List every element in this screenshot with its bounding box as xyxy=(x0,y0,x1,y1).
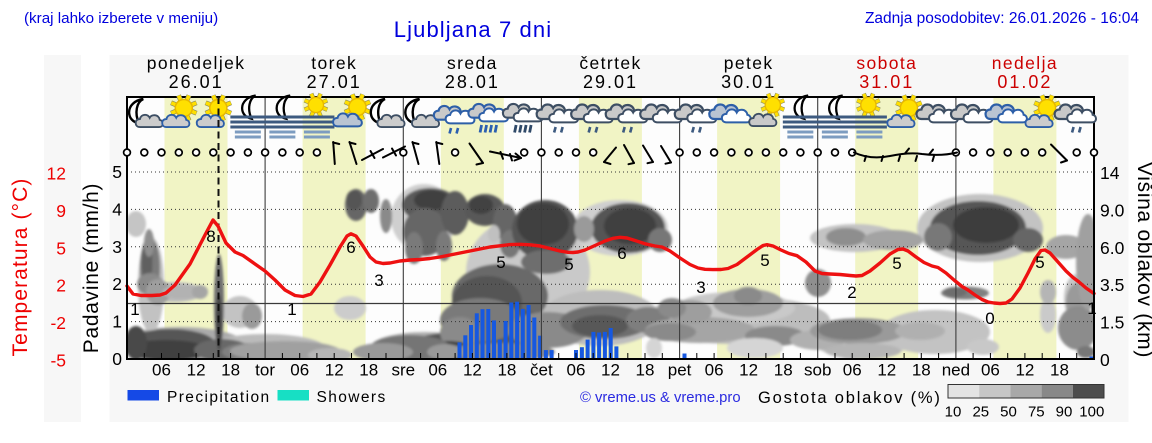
svg-text:5: 5 xyxy=(892,254,901,273)
svg-text:Zadnja posodobitev: 26.01.2026: Zadnja posodobitev: 26.01.2026 - 16:04 xyxy=(865,10,1139,27)
svg-text:1: 1 xyxy=(112,312,122,332)
svg-text:31.01: 31.01 xyxy=(859,72,914,92)
svg-text:18: 18 xyxy=(497,361,516,380)
svg-text:4: 4 xyxy=(112,199,122,219)
svg-text:0: 0 xyxy=(985,309,994,328)
svg-text:14: 14 xyxy=(1100,163,1120,183)
svg-text:5: 5 xyxy=(760,251,769,270)
svg-text:06: 06 xyxy=(428,361,447,380)
svg-text:6.0: 6.0 xyxy=(1100,238,1125,258)
svg-text:29.01: 29.01 xyxy=(583,72,638,92)
svg-text:ponedeljek: ponedeljek xyxy=(147,53,246,73)
svg-text:26.01: 26.01 xyxy=(169,72,224,92)
svg-text:25: 25 xyxy=(972,404,989,421)
svg-text:18: 18 xyxy=(359,361,378,380)
svg-text:Gostota oblakov (%): Gostota oblakov (%) xyxy=(758,389,942,407)
svg-text:5: 5 xyxy=(564,255,573,274)
svg-text:06: 06 xyxy=(152,361,171,380)
svg-text:1: 1 xyxy=(287,300,296,319)
svg-text:8: 8 xyxy=(206,227,215,246)
svg-text:12: 12 xyxy=(601,361,620,380)
svg-text:12: 12 xyxy=(877,361,896,380)
svg-text:sob: sob xyxy=(804,361,831,380)
svg-text:© vreme.us & vreme.pro: © vreme.us & vreme.pro xyxy=(580,390,741,406)
svg-text:12: 12 xyxy=(739,361,758,380)
svg-text:3: 3 xyxy=(112,237,122,257)
svg-text:10: 10 xyxy=(945,404,962,421)
svg-text:06: 06 xyxy=(567,361,586,380)
svg-text:6: 6 xyxy=(617,244,626,263)
svg-text:2: 2 xyxy=(112,274,122,294)
svg-text:1: 1 xyxy=(1087,299,1096,318)
svg-text:četrtek: četrtek xyxy=(579,53,641,73)
svg-text:0: 0 xyxy=(112,349,122,369)
svg-text:2: 2 xyxy=(847,283,856,302)
svg-text:Precipitation: Precipitation xyxy=(167,389,271,406)
svg-text:(kraj lahko izberete v meniju): (kraj lahko izberete v meniju) xyxy=(24,10,218,27)
svg-text:12: 12 xyxy=(1015,361,1034,380)
svg-text:3.5: 3.5 xyxy=(1100,275,1124,295)
svg-text:27.01: 27.01 xyxy=(307,72,362,92)
svg-text:01.02: 01.02 xyxy=(997,72,1052,92)
svg-text:18: 18 xyxy=(774,361,793,380)
svg-text:Višina oblakov (km): Višina oblakov (km) xyxy=(1133,162,1152,358)
svg-text:06: 06 xyxy=(705,361,724,380)
svg-text:28.01: 28.01 xyxy=(445,72,500,92)
svg-text:12: 12 xyxy=(325,361,344,380)
svg-text:5: 5 xyxy=(56,238,66,258)
svg-text:Padavine (mm/h): Padavine (mm/h) xyxy=(80,183,103,353)
svg-text:Ljubljana 7 dni: Ljubljana 7 dni xyxy=(394,17,552,42)
svg-text:6: 6 xyxy=(346,238,355,257)
svg-text:90: 90 xyxy=(1056,404,1073,421)
svg-text:petek: petek xyxy=(724,53,774,73)
svg-text:1: 1 xyxy=(130,300,139,319)
svg-text:torek: torek xyxy=(311,53,357,73)
svg-text:9: 9 xyxy=(56,201,66,221)
svg-text:sobota: sobota xyxy=(856,53,917,73)
svg-text:sre: sre xyxy=(391,361,415,380)
svg-text:18: 18 xyxy=(1050,361,1069,380)
svg-text:5: 5 xyxy=(496,253,505,272)
svg-text:100: 100 xyxy=(1079,404,1104,421)
svg-text:tor: tor xyxy=(255,361,275,380)
svg-text:sreda: sreda xyxy=(447,53,498,73)
svg-text:75: 75 xyxy=(1028,404,1045,421)
svg-text:0: 0 xyxy=(1100,350,1110,370)
svg-text:50: 50 xyxy=(1000,404,1017,421)
svg-text:Temperatura (°C): Temperatura (°C) xyxy=(9,178,32,357)
svg-text:5: 5 xyxy=(1035,253,1044,272)
svg-text:06: 06 xyxy=(843,361,862,380)
svg-text:3: 3 xyxy=(374,271,383,290)
svg-text:12: 12 xyxy=(187,361,206,380)
svg-text:pet: pet xyxy=(668,361,692,380)
svg-text:18: 18 xyxy=(636,361,655,380)
svg-text:18: 18 xyxy=(221,361,240,380)
svg-text:ned: ned xyxy=(942,361,970,380)
svg-text:1.5: 1.5 xyxy=(1100,313,1124,333)
svg-text:30.01: 30.01 xyxy=(721,72,776,92)
svg-text:12: 12 xyxy=(463,361,482,380)
svg-text:9.0: 9.0 xyxy=(1100,200,1125,220)
svg-text:čet: čet xyxy=(530,361,553,380)
svg-text:2: 2 xyxy=(56,276,66,296)
svg-text:06: 06 xyxy=(290,361,309,380)
svg-text:-2: -2 xyxy=(50,313,66,333)
svg-text:5: 5 xyxy=(112,162,122,182)
svg-text:-5: -5 xyxy=(50,351,66,371)
svg-text:18: 18 xyxy=(912,361,931,380)
svg-text:nedelja: nedelja xyxy=(992,53,1058,73)
svg-text:06: 06 xyxy=(981,361,1000,380)
svg-text:3: 3 xyxy=(696,278,705,297)
svg-text:Showers: Showers xyxy=(317,389,387,406)
svg-text:12: 12 xyxy=(47,164,66,184)
